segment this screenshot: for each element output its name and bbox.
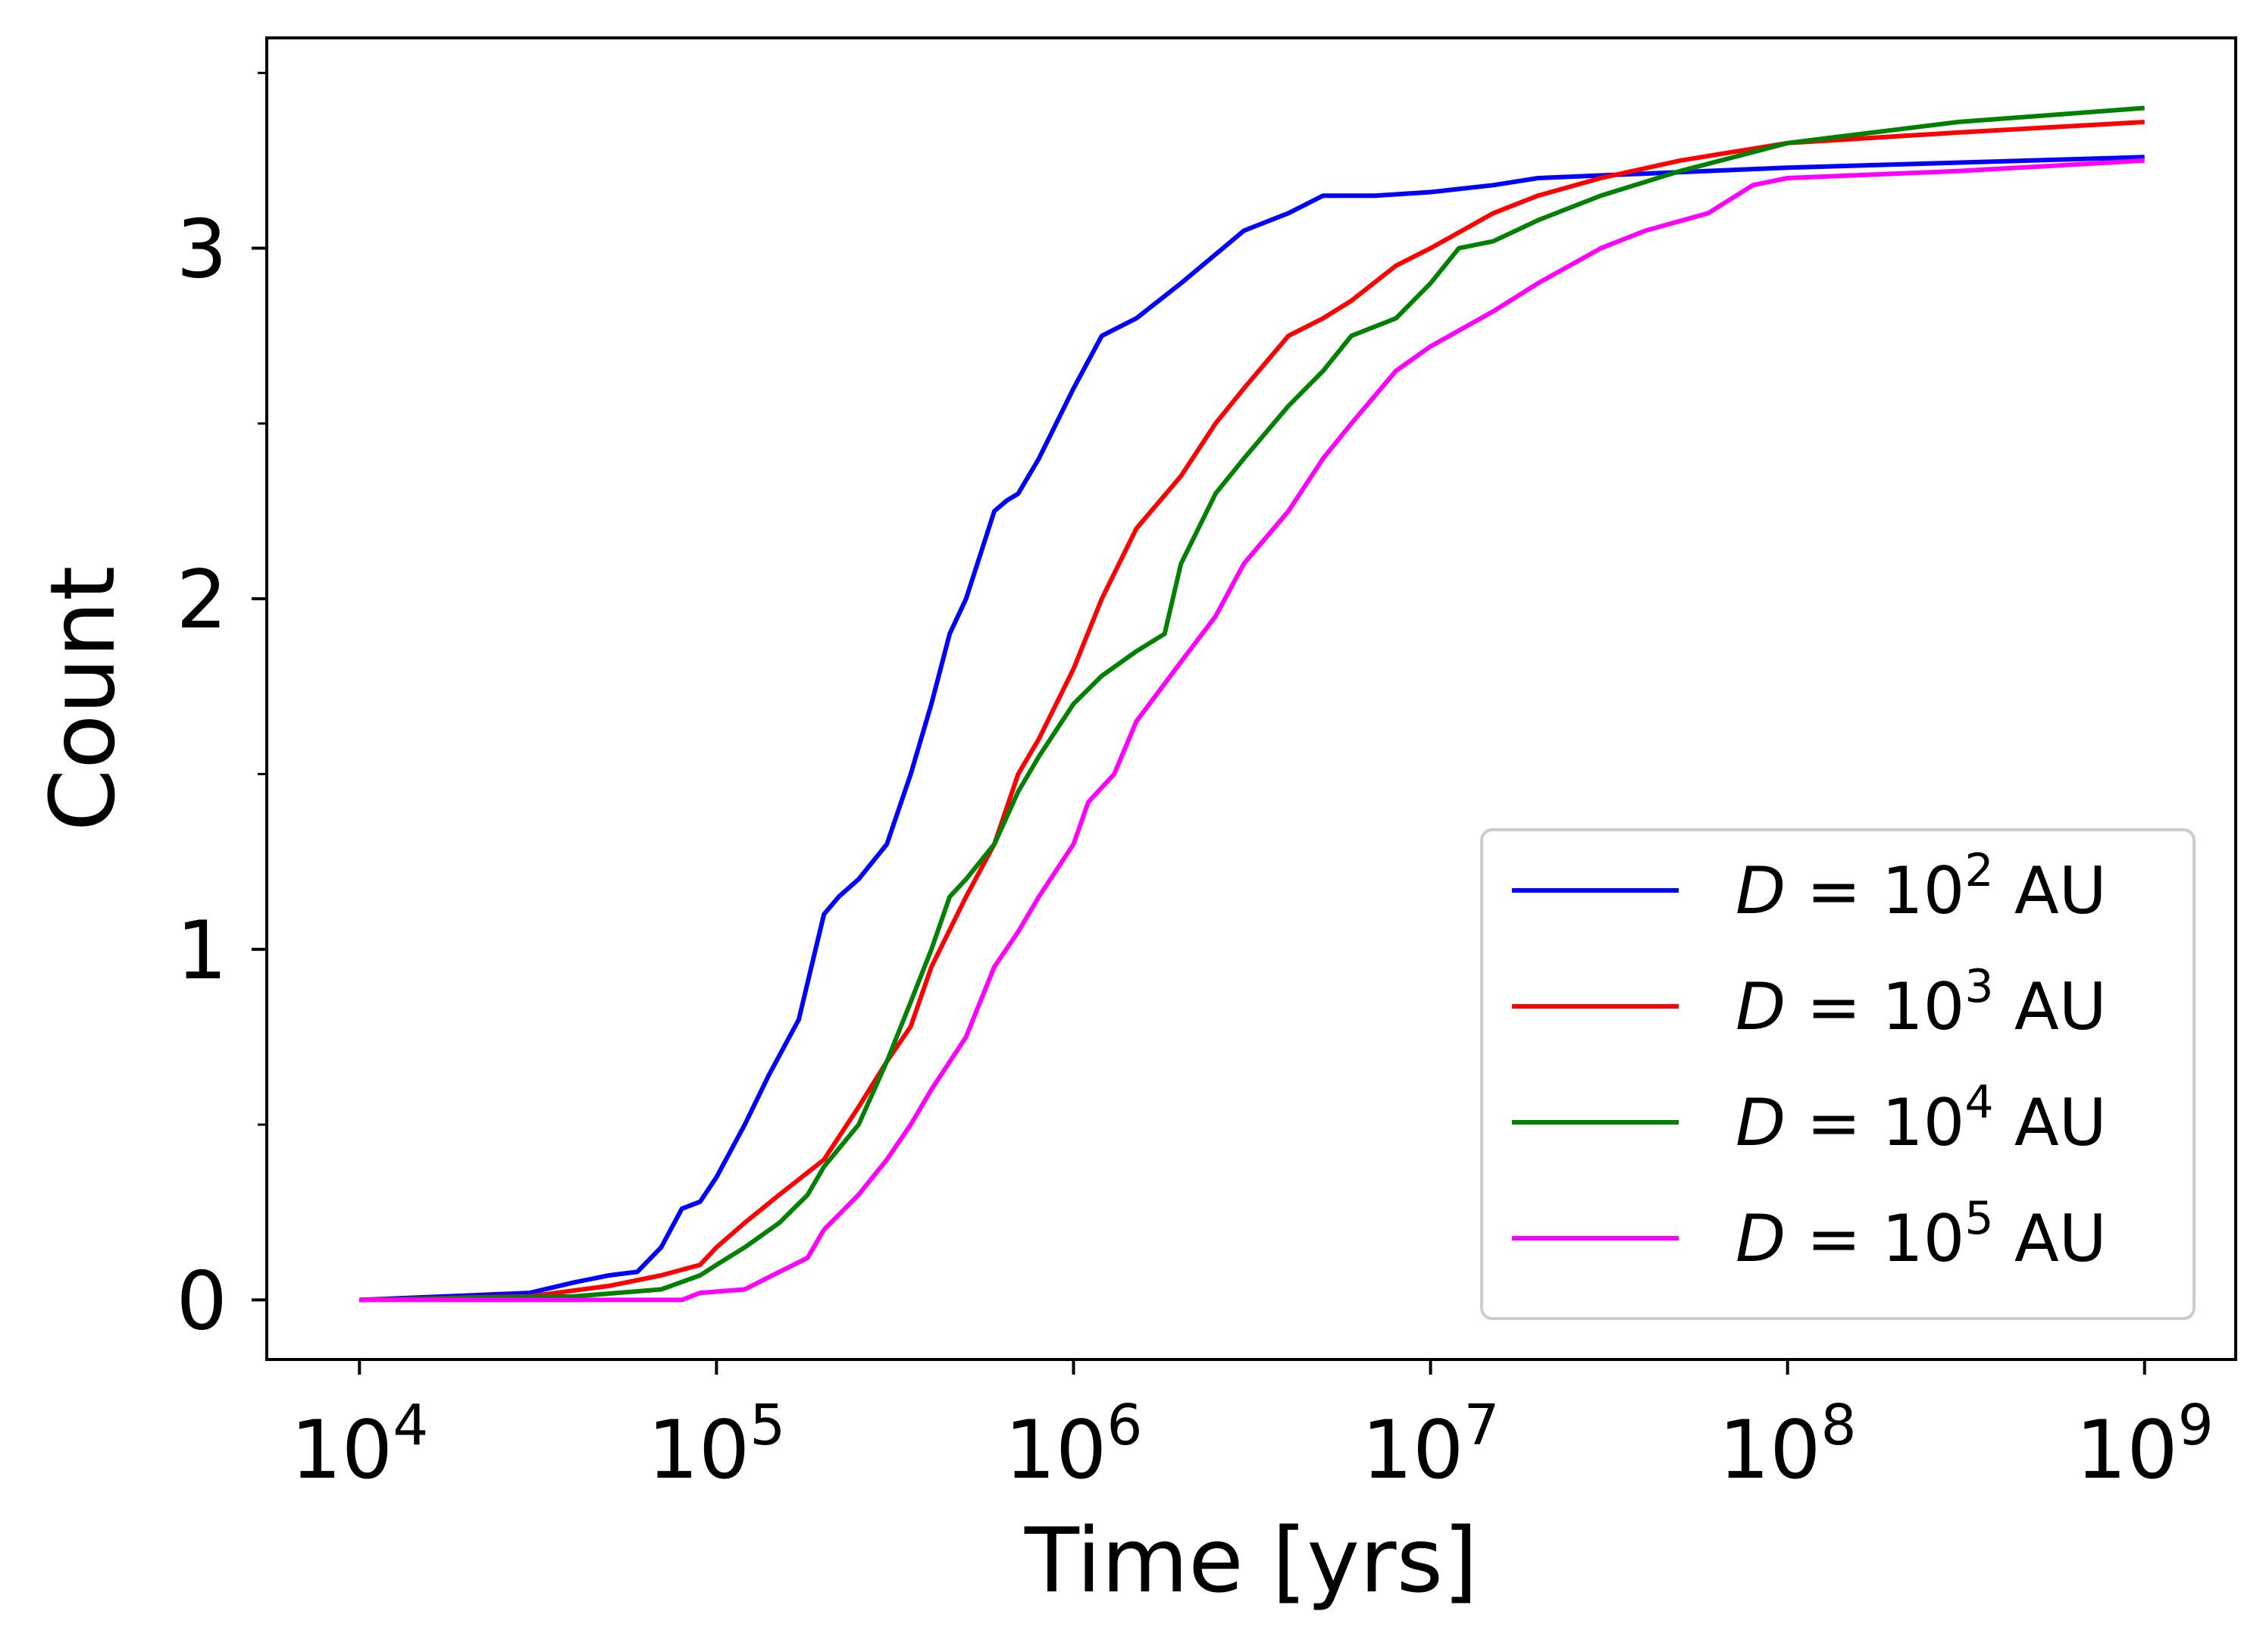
legend-label-4: D = 105 AU bbox=[1736, 1192, 2107, 1277]
x-tick-label-1: 104 bbox=[290, 1393, 428, 1497]
plot-frame bbox=[265, 36, 2237, 1361]
legend-label-2: D = 103 AU bbox=[1736, 960, 2107, 1045]
legend-box bbox=[1480, 828, 2196, 1320]
x-tick-label-3: 106 bbox=[1004, 1393, 1142, 1497]
series-line-3 bbox=[359, 105, 2145, 1303]
y-axis-label: Count bbox=[30, 566, 135, 831]
series-layer bbox=[359, 105, 2145, 1303]
legend: D = 102 AU D = 103 AU D = 104 AU D = 105 AU bbox=[1480, 828, 2196, 1320]
y-tick-label-3: 2 bbox=[177, 553, 227, 646]
legend-label-3: D = 104 AU bbox=[1736, 1076, 2107, 1161]
series-line-1 bbox=[359, 155, 2145, 1303]
x-tick-label-4: 107 bbox=[1362, 1393, 1500, 1497]
x-tick-label-5: 108 bbox=[1719, 1393, 1857, 1497]
y-tick-label-4: 3 bbox=[177, 203, 227, 296]
legend-label-1: D = 102 AU bbox=[1736, 844, 2107, 929]
x-tick-label-2: 105 bbox=[647, 1393, 785, 1497]
x-tick-label-6: 109 bbox=[2076, 1393, 2214, 1497]
y-tick-label-2: 1 bbox=[177, 904, 227, 997]
x-axis-label: Time [yrs] bbox=[1024, 1508, 1478, 1613]
series-line-4 bbox=[359, 158, 2145, 1303]
y-tick-label-1: 0 bbox=[177, 1254, 227, 1347]
ticks-layer: 104 105 106 107 108 109 0 1 2 3 bbox=[177, 71, 2214, 1497]
series-line-2 bbox=[359, 120, 2145, 1303]
